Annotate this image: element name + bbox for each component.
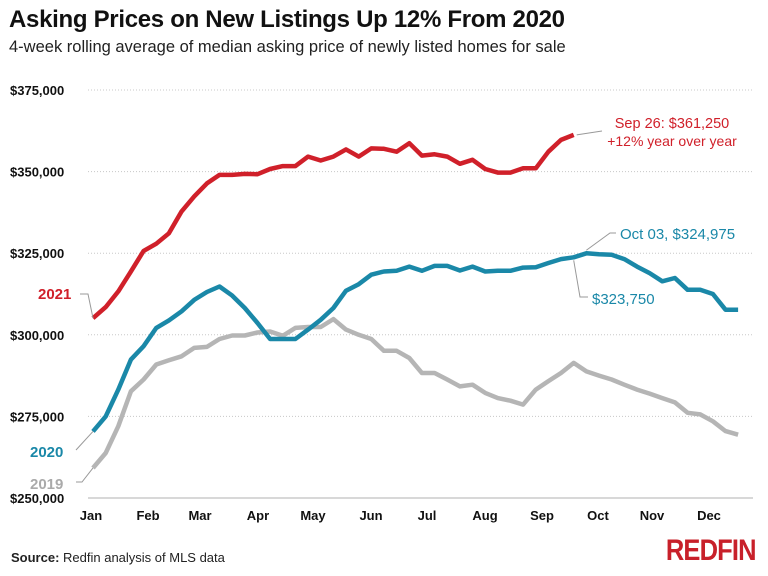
x-tick-label: Jan xyxy=(80,508,102,523)
x-tick-label: Jul xyxy=(418,508,437,523)
chart-title: Asking Prices on New Listings Up 12% Fro… xyxy=(9,6,565,33)
leader-line xyxy=(76,467,94,483)
source-note: Source: Redfin analysis of MLS data xyxy=(11,550,225,565)
x-tick-label: Jun xyxy=(359,508,382,523)
x-tick-label: Dec xyxy=(697,508,721,523)
x-tick-label: Nov xyxy=(640,508,665,523)
source-text: Redfin analysis of MLS data xyxy=(59,550,225,565)
x-tick-label: Sep xyxy=(530,508,554,523)
x-tick-label: Oct xyxy=(587,508,609,523)
x-tick-label: Mar xyxy=(188,508,211,523)
y-tick-label: $375,000 xyxy=(10,83,64,98)
annotation-2020-peak: Oct 03, $324,975 xyxy=(620,226,735,243)
y-tick-label: $350,000 xyxy=(10,165,64,180)
leader-line xyxy=(80,293,94,319)
x-tick-label: Apr xyxy=(247,508,269,523)
series-label-2021: 2021 xyxy=(38,286,71,303)
x-tick-label: Aug xyxy=(472,508,497,523)
y-tick-label: $300,000 xyxy=(10,328,64,343)
leader-line xyxy=(586,232,616,251)
leader-line xyxy=(75,431,94,451)
y-tick-label: $325,000 xyxy=(10,246,64,261)
leader-line xyxy=(573,260,588,298)
series-line-2019 xyxy=(91,316,739,470)
source-label: Source: xyxy=(11,550,60,565)
chart-subtitle: 4-week rolling average of median asking … xyxy=(9,38,566,56)
series-label-2019: 2019 xyxy=(30,476,63,493)
series-line-2021 xyxy=(91,132,575,320)
leader-line xyxy=(576,130,603,136)
annotation-2020-prev: $323,750 xyxy=(592,291,655,308)
annotation-2021-latest: Sep 26: $361,250 xyxy=(615,116,730,132)
annotation-2021-yoy: +12% year over year xyxy=(607,133,737,149)
series-label-2020: 2020 xyxy=(30,444,63,461)
x-tick-label: May xyxy=(300,508,326,523)
redfin-logo: REDFIN xyxy=(666,534,757,567)
y-tick-label: $275,000 xyxy=(10,409,64,424)
series-line-2020 xyxy=(91,251,739,433)
y-tick-label: $250,000 xyxy=(10,491,64,506)
x-tick-label: Feb xyxy=(136,508,159,523)
